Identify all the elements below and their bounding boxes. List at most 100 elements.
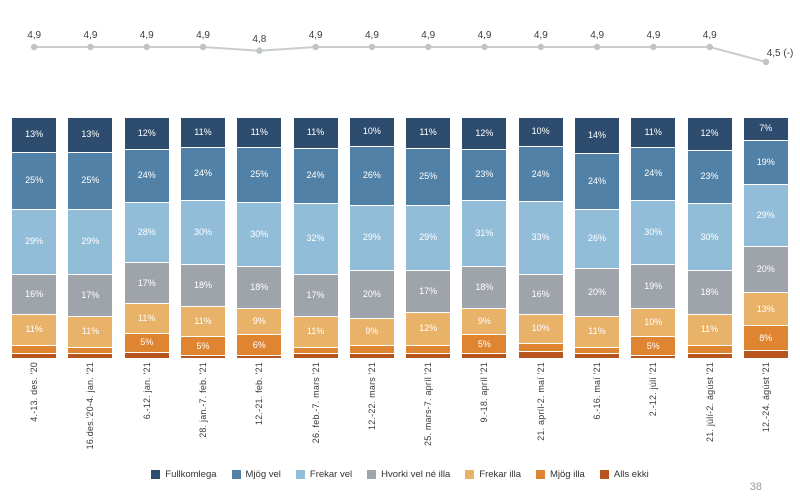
bar-segment: 30% <box>237 201 282 266</box>
x-axis-label: 2.-12. júlí '21 <box>648 362 659 417</box>
x-axis-label: 9.-18. apríl '21 <box>479 362 490 423</box>
bar-segment <box>574 346 619 354</box>
average-point-marker <box>425 43 432 51</box>
bar-segment: 9% <box>349 317 394 345</box>
bar-segment <box>293 346 338 354</box>
bar-stack: 10% 24% 33% 16% 10% <box>518 118 563 359</box>
bar-segment: 25% <box>12 151 57 209</box>
bar-segment: 17% <box>406 269 451 312</box>
bar-column: 11% 25% 29% 17% 12% <box>400 118 456 359</box>
legend-item: Frekar illa <box>465 469 521 480</box>
bar-column: 13% 25% 29% 16% 11% <box>6 118 62 358</box>
bar-segment: 14% <box>574 118 619 154</box>
average-point-label: 4,9 <box>196 30 210 41</box>
average-point-marker <box>199 43 207 51</box>
bar-segment: 11% <box>687 313 732 345</box>
legend-label: Hvorki vel né illa <box>381 469 451 480</box>
x-axis-label: 16.des.'20-4. jan. '21 <box>85 362 96 450</box>
legend-swatch <box>599 470 609 479</box>
bar-segment: 11% <box>293 315 338 347</box>
x-axis-label-cell: 6.-12. jan. '21 <box>119 362 175 464</box>
x-axis-labels: 4.-13. des. '20 16.des.'20-4. jan. '21 6.-… <box>6 362 794 464</box>
bar-segment: 10% <box>631 308 676 337</box>
bar-segment: 17% <box>124 262 169 303</box>
bar-segment: 11% <box>12 313 57 345</box>
average-point-label: 4,9 <box>646 30 660 41</box>
bar-segment: 19% <box>631 264 676 309</box>
legend-label: Alls ekki <box>613 469 649 480</box>
average-point-label: 4,9 <box>478 30 492 41</box>
bar-segment <box>743 349 788 359</box>
average-line-chart: 4,9 4,9 4,9 4,9 4,8 4,9 4,9 4,9 4,9 4,9 4,9 4,9 4,9 4… <box>27 30 794 66</box>
bar-column: 11% 24% 30% 19% 10% 5% <box>625 118 681 358</box>
x-axis-label-cell: 21. apríl-2. maí '21 <box>513 362 569 464</box>
x-axis-label-cell: 12.-22. mars '21 <box>344 362 400 464</box>
average-point-marker <box>87 43 94 51</box>
bar-stack: 12% 24% 28% 17% 11% 5% <box>124 118 169 358</box>
bar-segment: 5% <box>180 336 225 356</box>
bar-column: 12% 24% 28% 17% 11% 5% <box>119 118 175 358</box>
bar-segment: 28% <box>124 201 169 263</box>
x-axis-label-cell: 6.-16. maí '21 <box>569 362 625 464</box>
legend-swatch <box>536 470 545 479</box>
bar-segment: 20% <box>574 267 619 316</box>
bar-stack: 11% 24% 30% 19% 10% 5% <box>631 118 676 358</box>
bar-segment: 33% <box>518 201 563 274</box>
bar-stack: 11% 25% 29% 17% 12% <box>406 118 451 359</box>
bar-stack: 14% 24% 26% 20% 11% <box>574 118 619 358</box>
average-point-marker <box>30 43 38 51</box>
bar-segment: 11% <box>293 118 338 148</box>
average-point-marker <box>650 43 657 51</box>
x-axis-label: 21. júlí-2. ágúst '21 <box>704 362 715 442</box>
bar-segment: 7% <box>743 118 788 140</box>
bar-segment: 18% <box>687 269 732 314</box>
bar-segment <box>406 353 451 359</box>
bar-segment: 24% <box>124 148 169 202</box>
legend-swatch <box>465 470 475 479</box>
average-point-marker <box>143 43 150 51</box>
x-axis-label: 12.-24. ágúst '21 <box>760 362 771 433</box>
bar-column: 11% 24% 32% 17% 11% <box>287 118 343 359</box>
bar-stack: 11% 25% 30% 18% 9% 6% <box>237 118 282 358</box>
bar-segment: 20% <box>349 269 394 318</box>
bar-column: 11% 24% 30% 18% 11% 5% <box>175 118 231 358</box>
bar-column: 10% 26% 29% 20% 9% <box>344 118 400 359</box>
bar-segment: 29% <box>12 208 57 274</box>
bar-segment: 9% <box>462 308 507 335</box>
average-point-label: 4,9 <box>590 30 604 41</box>
bar-segment <box>349 353 394 359</box>
average-point-label: 4,9 <box>534 30 548 41</box>
bar-segment: 30% <box>687 203 732 270</box>
bar-segment: 11% <box>180 306 225 337</box>
bar-segment: 29% <box>743 183 788 246</box>
bar-segment <box>12 344 57 354</box>
x-axis-label: 6.-12. jan. '21 <box>141 362 152 420</box>
average-point-label: 4,5 (-) <box>767 48 794 59</box>
bar-segment <box>180 355 225 358</box>
bar-segment: 29% <box>68 208 113 274</box>
bar-segment: 8% <box>743 325 788 350</box>
x-axis-label-cell: 12.-24. ágúst '21 <box>738 362 794 464</box>
bar-segment: 6% <box>237 334 282 356</box>
bar-segment: 24% <box>631 146 676 200</box>
bar-segment: 11% <box>631 118 676 147</box>
average-point-marker <box>593 43 601 51</box>
bar-segment <box>687 344 732 354</box>
bar-segment: 29% <box>406 205 451 270</box>
bar-segment: 26% <box>574 208 619 268</box>
x-axis-label-cell: 21. júlí-2. ágúst '21 <box>681 362 737 464</box>
legend-item: Alls ekki <box>599 469 649 480</box>
bar-column: 11% 25% 30% 18% 9% 6% <box>231 118 287 358</box>
legend-item: Mjög vel <box>231 469 281 480</box>
x-axis-label: 25. mars-7. apríl '21 <box>423 362 434 446</box>
average-point-label: 4,9 <box>27 30 41 41</box>
average-point-label: 4,8 <box>252 34 266 45</box>
bar-stack: 12% 23% 31% 18% 9% 5% <box>462 118 507 358</box>
x-axis-label: 21. apríl-2. maí '21 <box>535 362 546 441</box>
bar-segment: 31% <box>462 200 507 266</box>
bar-stack: 13% 25% 29% 16% 11% <box>12 118 57 358</box>
legend-item: Frekar vel <box>295 469 352 480</box>
legend-swatch <box>151 470 161 479</box>
bar-stack: 10% 26% 29% 20% 9% <box>349 118 394 359</box>
bar-segment: 5% <box>631 336 676 356</box>
